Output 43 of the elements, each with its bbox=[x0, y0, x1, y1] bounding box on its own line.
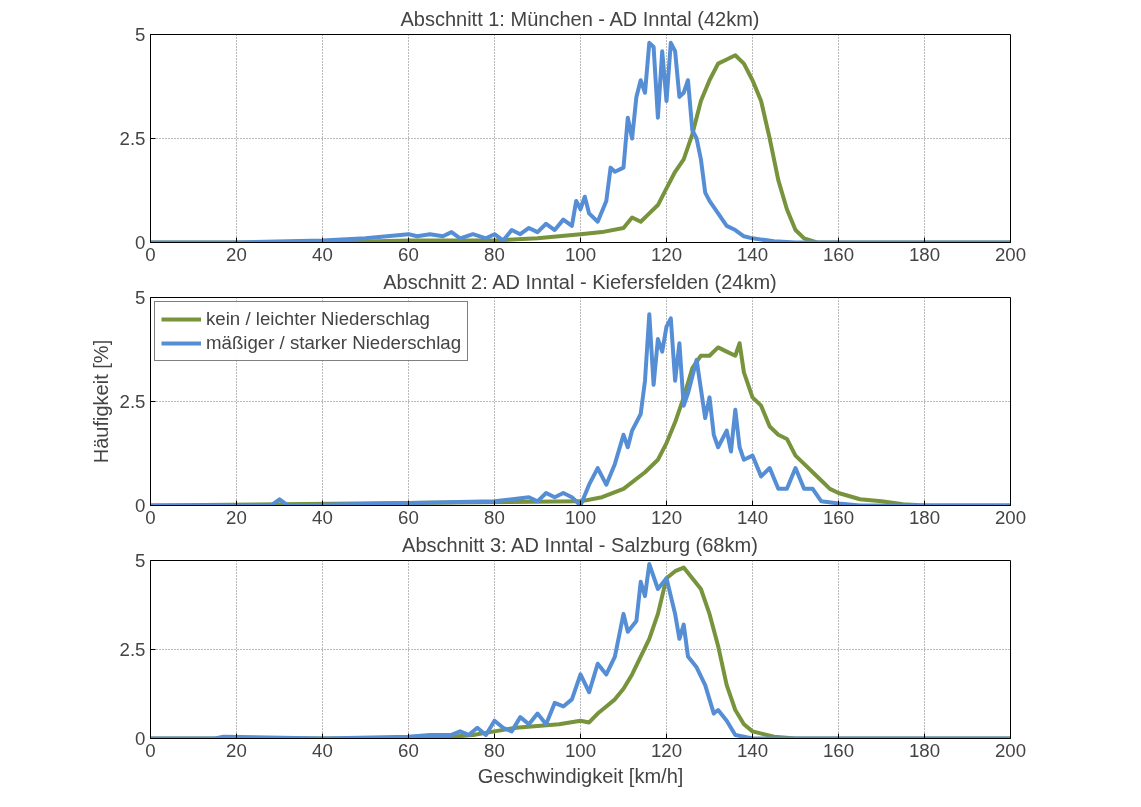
x-tick-label: 80 bbox=[484, 739, 505, 761]
legend-label: mäßiger / starker Niederschlag bbox=[206, 332, 462, 354]
x-tick-label: 140 bbox=[736, 243, 769, 265]
chart-title: Abschnitt 2: AD Inntal - Kiefersfelden (24km) bbox=[383, 270, 777, 293]
x-tick-label: 20 bbox=[226, 506, 247, 528]
y-axis-title: Häufigkeit [%] bbox=[89, 339, 112, 464]
x-tick-label: 160 bbox=[822, 243, 855, 265]
x-tick-label: 160 bbox=[822, 506, 855, 528]
y-tick-label: 2.5 bbox=[119, 391, 146, 412]
x-tick-label: 80 bbox=[484, 506, 505, 528]
x-tick-label: 40 bbox=[312, 739, 333, 761]
x-tick-label: 200 bbox=[994, 506, 1027, 528]
chart-title: Abschnitt 3: AD Inntal - Salzburg (68km) bbox=[402, 533, 758, 556]
x-tick-label: 180 bbox=[908, 243, 941, 265]
x-tick-label: 20 bbox=[226, 739, 247, 761]
x-tick-label: 100 bbox=[564, 739, 597, 761]
x-tick-label: 180 bbox=[908, 739, 941, 761]
y-tick-label: 2.5 bbox=[119, 128, 146, 149]
x-tick-label: 100 bbox=[564, 506, 597, 528]
x-tick-label: 40 bbox=[312, 506, 333, 528]
x-tick-label: 60 bbox=[398, 506, 419, 528]
x-tick-label: 100 bbox=[564, 243, 597, 265]
x-tick-label: 120 bbox=[650, 739, 683, 761]
x-tick-label: 160 bbox=[822, 739, 855, 761]
x-axis-title: Geschwindigkeit [km/h] bbox=[477, 764, 684, 787]
x-tick-label: 20 bbox=[226, 243, 247, 265]
y-tick-label: 5 bbox=[135, 24, 146, 45]
x-tick-label: 80 bbox=[484, 243, 505, 265]
legend-label: kein / leichter Niederschlag bbox=[206, 308, 430, 330]
chart-title: Abschnitt 1: München - AD Inntal (42km) bbox=[400, 7, 760, 30]
x-tick-label: 140 bbox=[736, 506, 769, 528]
y-tick-label: 5 bbox=[135, 287, 146, 308]
x-tick-label: 40 bbox=[312, 243, 333, 265]
x-tick-label: 180 bbox=[908, 506, 941, 528]
x-tick-label: 60 bbox=[398, 739, 419, 761]
x-tick-label: 200 bbox=[994, 243, 1027, 265]
y-tick-label: 2.5 bbox=[119, 639, 146, 660]
x-tick-label: 60 bbox=[398, 243, 419, 265]
x-tick-label: 120 bbox=[650, 506, 683, 528]
x-tick-label: 140 bbox=[736, 739, 769, 761]
y-tick-label: 5 bbox=[135, 550, 146, 571]
x-tick-label: 120 bbox=[650, 243, 683, 265]
x-tick-label: 200 bbox=[994, 739, 1027, 761]
